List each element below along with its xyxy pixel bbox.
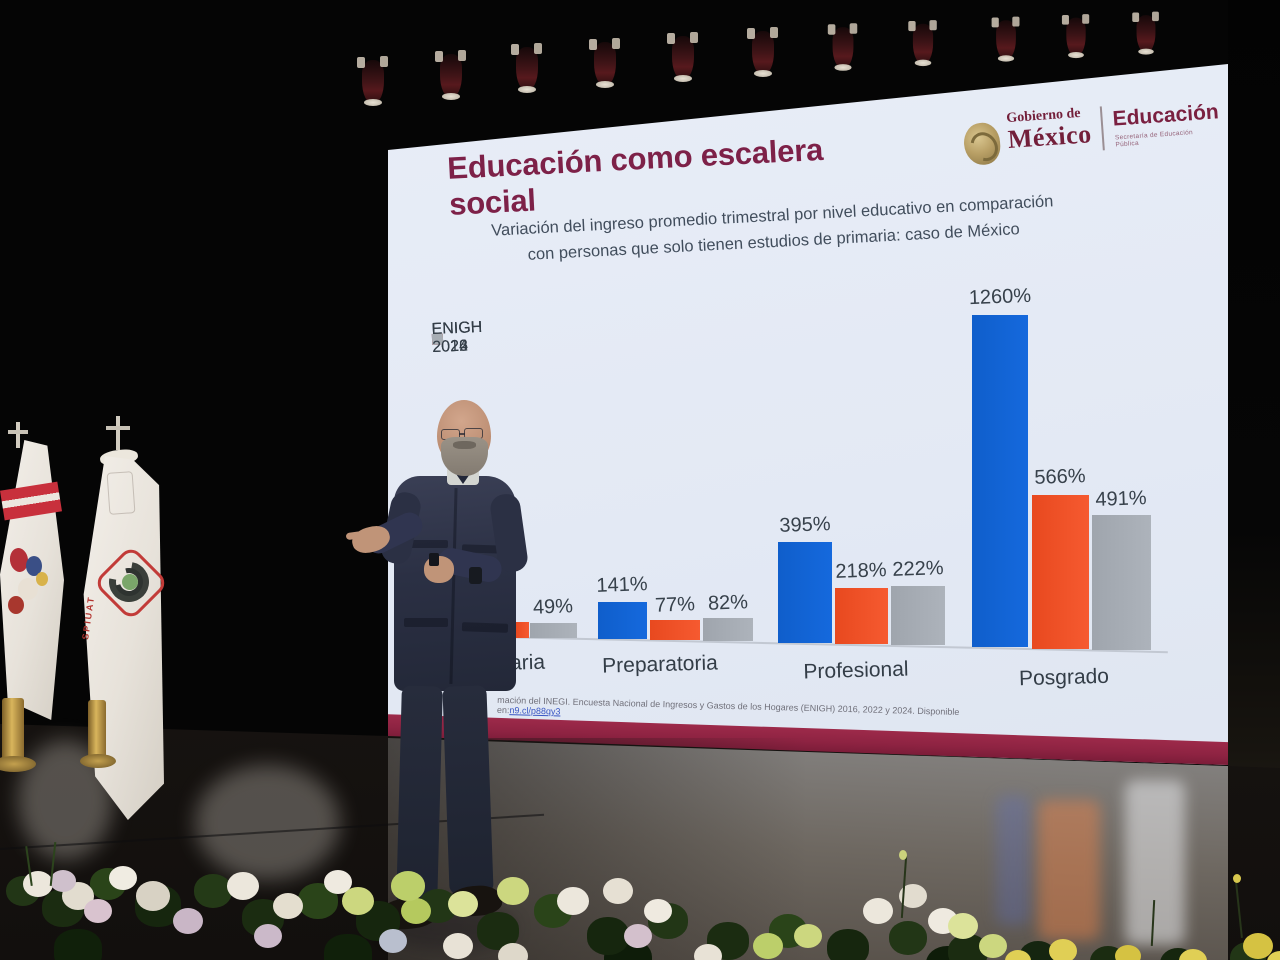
bar-enigh2022-preparatoria (650, 620, 700, 640)
value-label: 82% (707, 591, 749, 615)
flag-finial-icon (8, 430, 28, 434)
flower-bud (899, 850, 907, 860)
value-label: 566% (1034, 465, 1086, 489)
spotlight-icon (1132, 12, 1156, 55)
spotlight-icon (908, 21, 934, 67)
bar-enigh2022-posgrado (1032, 495, 1089, 649)
footer-link: n9.cl/p88qy3 (509, 705, 561, 717)
spotlight-icon (991, 17, 1016, 62)
gobierno-mexico-logo: Gobierno de México Educación Secretaría … (948, 91, 1219, 187)
spotlight-icon (827, 24, 854, 71)
flag-crest (18, 578, 38, 600)
category-label-profesional: Profesional (803, 657, 909, 684)
bar-enigh2016-preparatoria (598, 602, 647, 639)
bar-enigh2022-profesional (835, 588, 888, 644)
flag-pole-base (80, 754, 116, 768)
presenter-right-leg (442, 685, 494, 895)
logo-text-secretaria: Secretaría de Educación Pública (1114, 129, 1194, 149)
logo-text-mexico: México (1006, 119, 1093, 154)
eagle-emblem-icon (962, 121, 1002, 167)
bar-enigh2022-secundaria (516, 622, 529, 638)
flag-crest (26, 556, 42, 576)
flag-pole-base (88, 700, 106, 760)
presenter-jacket-pocket (408, 540, 448, 548)
flag-finial-icon (106, 426, 130, 430)
flower-cluster-yellow-right (0, 0, 16, 12)
spotlight-icon (357, 57, 384, 106)
flag-finial-icon (16, 422, 20, 448)
presenter-watch (469, 567, 482, 584)
spotlight-icon (1061, 14, 1086, 59)
presenter-mustache (453, 441, 476, 449)
presenter-left-leg (396, 685, 443, 907)
flag-pole-base (2, 698, 24, 762)
flag-pole-base (0, 756, 36, 772)
flag-shield-mark (106, 471, 136, 515)
flag-crest (36, 572, 48, 586)
bar-enigh2024-preparatoria (703, 618, 753, 641)
category-label-preparatoria: Preparatoria (601, 651, 719, 678)
spotlight-icon (589, 39, 616, 88)
stage-lights (0, 0, 1280, 120)
value-label: 491% (1095, 487, 1147, 511)
flag-reflection-right (195, 765, 340, 880)
reflection-streak-white (1125, 780, 1185, 945)
bar-enigh2016-posgrado (972, 315, 1028, 647)
logo-text-educacion: Educación (1111, 100, 1220, 131)
bar-enigh2024-secundaria (530, 623, 577, 638)
flag-finial-icon (116, 416, 120, 450)
spotlight-icon (747, 28, 774, 77)
value-label: 49% (532, 595, 574, 619)
logo-divider (1099, 106, 1105, 151)
spotlight-icon (667, 33, 694, 82)
reflection-streak-orange (1038, 800, 1100, 940)
value-label: 395% (779, 513, 831, 537)
flag-crest (8, 596, 24, 614)
value-label: 1260% (968, 284, 1032, 310)
reflection-streak-blue (996, 795, 1030, 925)
presenter-jacket-pocket (461, 622, 509, 633)
presenter-glasses-bridge (459, 433, 465, 435)
presenter-jacket-pocket (404, 618, 448, 627)
spotlight-icon (435, 51, 462, 100)
legend-label: ENIGH 2024 (431, 318, 483, 356)
bar-enigh2024-profesional (891, 586, 945, 645)
value-label: 222% (892, 557, 944, 581)
spiuat-logo-center-icon (122, 574, 138, 590)
bar-enigh2016-profesional (778, 542, 832, 643)
bar-enigh2024-posgrado (1092, 515, 1151, 650)
flower-bud (1233, 874, 1241, 883)
presenter-clicker (429, 553, 439, 566)
category-label-posgrado: Posgrado (1018, 664, 1110, 691)
spotlight-icon (511, 44, 538, 93)
footer-source-text: mación del INEGI. Encuesta Nacional de I… (496, 694, 960, 717)
